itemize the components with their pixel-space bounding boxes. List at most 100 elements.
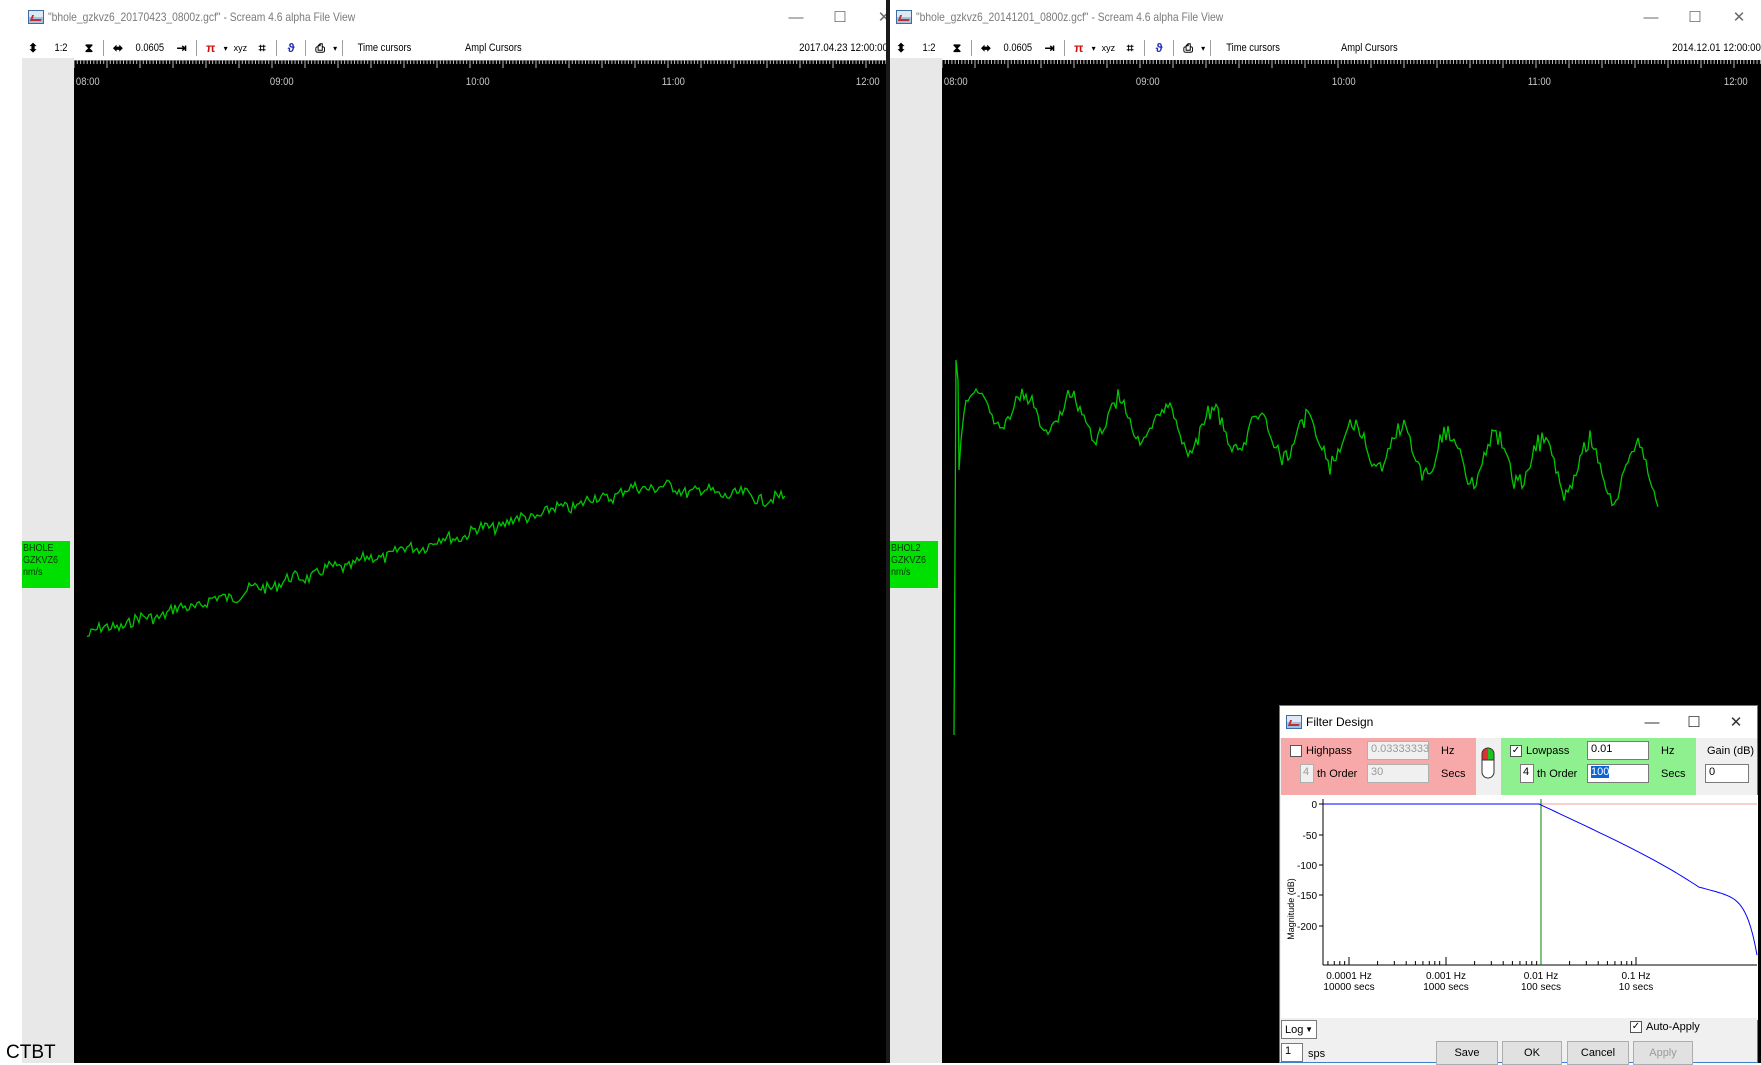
lowpass-hz-field[interactable]: 0.01 bbox=[1587, 741, 1649, 760]
hourglass-icon[interactable]: ⧗ bbox=[84, 40, 94, 55]
lowpass-secs-field[interactable]: 100 bbox=[1587, 764, 1649, 783]
lowpass-order-label: th Order bbox=[1537, 768, 1578, 780]
dropdown-arrow-icon[interactable]: ▾ bbox=[223, 43, 228, 53]
response-svg: Magnitude (dB) 0 -50 -100 -150 -200 0.0001 H… bbox=[1286, 799, 1758, 993]
time-label: 08:00 bbox=[943, 76, 968, 88]
x-tick-secs-label: 10000 secs bbox=[1323, 982, 1374, 993]
x-tick-secs-label: 100 secs bbox=[1521, 982, 1561, 993]
print-icon[interactable]: ⎙ bbox=[1183, 40, 1193, 55]
toolbar: ⬍ 1:2 ⧗ ⬌ 0.0605 ⇥ π ▾ xyz ⌗ ϑ ⎙ ▾ Time … bbox=[890, 38, 1761, 58]
app-icon bbox=[896, 10, 912, 24]
dialog-titlebar[interactable]: Filter Design bbox=[1280, 706, 1757, 738]
waveform-plot[interactable] bbox=[74, 60, 888, 1063]
y-ticks: 0 -50 -100 -150 -200 bbox=[1297, 800, 1323, 933]
dropdown-arrow-icon[interactable]: ▾ bbox=[1091, 43, 1096, 53]
highpass-label: Highpass bbox=[1306, 745, 1352, 757]
collapse-arrows-icon[interactable]: ⇥ bbox=[1044, 41, 1055, 55]
hourglass-icon[interactable]: ⧗ bbox=[952, 40, 962, 55]
y-axis-label: Magnitude (dB) bbox=[1286, 878, 1296, 940]
time-label: 12:00 bbox=[1723, 76, 1748, 88]
right-titlebar[interactable]: "bhole_gzkvz6_20141201_0800z.gcf" - Scre… bbox=[890, 0, 1761, 34]
filter-type-icon[interactable] bbox=[1481, 746, 1495, 780]
sps-field[interactable]: 1 bbox=[1281, 1043, 1303, 1062]
apply-button[interactable]: Apply bbox=[1633, 1041, 1693, 1065]
minimize-button[interactable]: — bbox=[1644, 713, 1660, 731]
station-name: BHOL2 bbox=[891, 543, 921, 554]
horizontal-arrows-icon[interactable]: ⬌ bbox=[112, 41, 124, 55]
channel-label[interactable]: BHOLE GZKVZ6 nm/s bbox=[22, 541, 70, 588]
magnitude-response-curve bbox=[1323, 803, 1758, 956]
left-titlebar[interactable]: "bhole_gzkvz6_20170423_0800z.gcf" - Scre… bbox=[22, 0, 888, 34]
filter-icon[interactable]: π bbox=[206, 41, 216, 55]
window-title: "bhole_gzkvz6_20141201_0800z.gcf" - Scre… bbox=[916, 10, 1224, 24]
lowpass-hz-unit: Hz bbox=[1661, 745, 1675, 757]
span-value[interactable]: 0.0605 bbox=[135, 42, 165, 54]
dropdown-arrow-icon[interactable]: ▾ bbox=[333, 43, 338, 53]
highpass-order-field[interactable]: 4 bbox=[1300, 764, 1314, 783]
scale-value: Log bbox=[1285, 1023, 1304, 1036]
cancel-button[interactable]: Cancel bbox=[1567, 1041, 1629, 1065]
time-label: 09:00 bbox=[269, 76, 294, 88]
time-label: 11:00 bbox=[661, 76, 685, 88]
collapse-arrows-icon[interactable]: ⇥ bbox=[176, 41, 187, 55]
highpass-secs-field[interactable]: 30 bbox=[1367, 764, 1429, 783]
time-label: 10:00 bbox=[465, 76, 490, 88]
ratio-button[interactable]: 1:2 bbox=[922, 42, 936, 54]
waveform-icon[interactable]: xyz bbox=[233, 43, 248, 53]
waveform-icon[interactable]: xyz bbox=[1101, 43, 1116, 53]
time-cursors-button[interactable]: Time cursors bbox=[357, 42, 412, 54]
highpass-hz-field[interactable]: 0.03333333 bbox=[1367, 741, 1429, 760]
window-title: "bhole_gzkvz6_20170423_0800z.gcf" - Scre… bbox=[48, 10, 356, 24]
span-value[interactable]: 0.0605 bbox=[1003, 42, 1033, 54]
time-label: 12:00 bbox=[855, 76, 880, 88]
lowpass-secs-value: 100 bbox=[1591, 766, 1610, 778]
minimize-button[interactable]: — bbox=[1643, 8, 1659, 26]
ruler-ticks bbox=[942, 60, 1761, 68]
vertical-arrows-icon[interactable]: ⬍ bbox=[27, 41, 39, 55]
maximize-button[interactable]: ☐ bbox=[833, 9, 847, 26]
separator bbox=[103, 40, 104, 56]
lowpass-label: Lowpass bbox=[1526, 745, 1570, 757]
app-icon bbox=[1286, 715, 1302, 729]
ratio-button[interactable]: 1:2 bbox=[54, 42, 68, 54]
separator bbox=[1173, 40, 1175, 56]
ampl-cursors-button[interactable]: Ampl Cursors bbox=[465, 42, 522, 54]
close-button[interactable]: ✕ bbox=[1729, 714, 1743, 731]
x-tick-hz-label: 0.001 Hz bbox=[1426, 971, 1466, 982]
horizontal-arrows-icon[interactable]: ⬌ bbox=[980, 41, 992, 55]
save-button[interactable]: Save bbox=[1436, 1041, 1498, 1065]
separator bbox=[342, 40, 344, 56]
vertical-arrows-icon[interactable]: ⬍ bbox=[895, 41, 907, 55]
highpass-order-label: th Order bbox=[1317, 768, 1358, 780]
crop-icon[interactable]: ⌗ bbox=[1126, 40, 1134, 55]
ampl-cursors-button[interactable]: Ampl Cursors bbox=[1341, 42, 1398, 54]
crop-icon[interactable]: ⌗ bbox=[258, 40, 266, 55]
auto-apply-checkbox[interactable]: ✓ bbox=[1630, 1021, 1642, 1033]
x-tick-hz-label: 0.0001 Hz bbox=[1326, 971, 1372, 982]
highpass-checkbox[interactable] bbox=[1290, 745, 1302, 757]
minimize-button[interactable]: — bbox=[788, 8, 804, 26]
close-button[interactable]: ✕ bbox=[1732, 9, 1746, 26]
print-icon[interactable]: ⎙ bbox=[315, 40, 325, 55]
time-cursors-button[interactable]: Time cursors bbox=[1226, 42, 1281, 54]
highpass-panel: Highpass 0.03333333 Hz 4 th Order 30 Sec… bbox=[1281, 738, 1476, 795]
spectrum-icon[interactable]: ϑ bbox=[1155, 41, 1163, 55]
spectrum-icon[interactable]: ϑ bbox=[287, 41, 295, 55]
ok-button[interactable]: OK bbox=[1502, 1041, 1562, 1065]
channel-label[interactable]: BHOL2 GZKVZ6 nm/s bbox=[890, 541, 938, 588]
scale-select[interactable]: Log ▼ bbox=[1281, 1020, 1317, 1039]
lowpass-order-field[interactable]: 4 bbox=[1520, 764, 1534, 783]
app-icon bbox=[28, 10, 44, 24]
maximize-button[interactable]: ☐ bbox=[1687, 714, 1701, 731]
gain-label: Gain (dB) bbox=[1707, 745, 1755, 757]
footer-text: CTBT bbox=[6, 1042, 56, 1063]
filter-icon[interactable]: π bbox=[1074, 41, 1084, 55]
separator bbox=[276, 40, 278, 56]
gain-field[interactable]: 0 bbox=[1705, 764, 1749, 783]
maximize-button[interactable]: ☐ bbox=[1688, 9, 1702, 26]
frequency-response-graph[interactable]: Magnitude (dB) 0 -50 -100 -150 -200 0.0001 H… bbox=[1281, 795, 1758, 1020]
dropdown-arrow-icon[interactable]: ▾ bbox=[1201, 43, 1206, 53]
sps-label: sps bbox=[1308, 1048, 1326, 1060]
lowpass-checkbox[interactable]: ✓ bbox=[1510, 745, 1522, 757]
